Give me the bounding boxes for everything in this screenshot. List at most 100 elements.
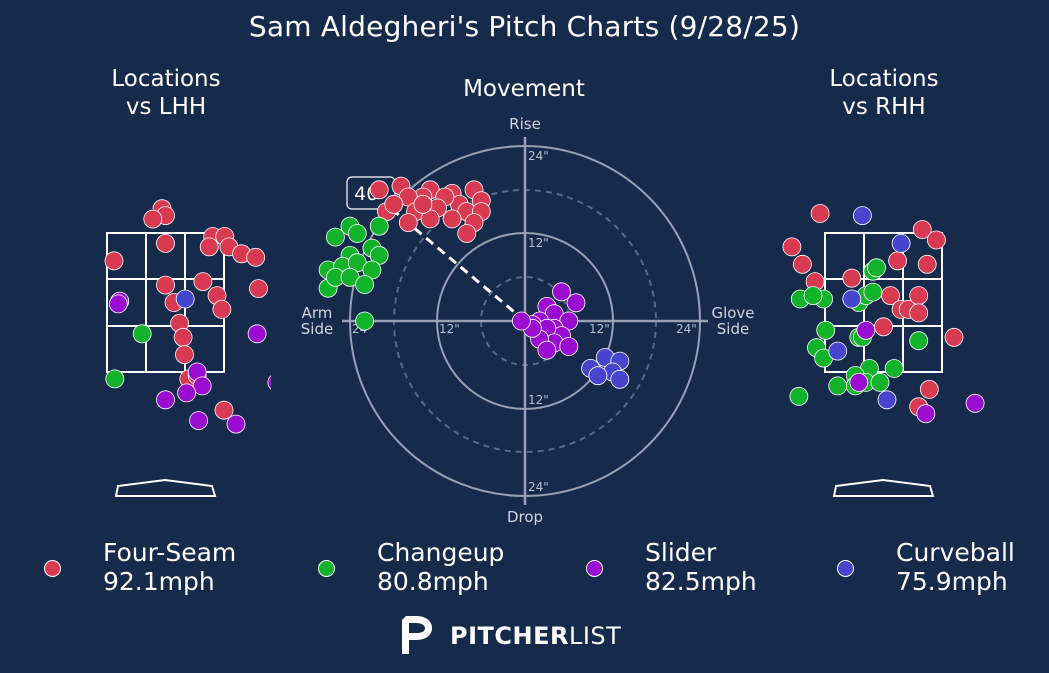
rhh-point-curveball (891, 233, 911, 253)
rhh-point-changeup (909, 331, 929, 351)
ring-label-top-12: 12" (528, 236, 549, 250)
lhh-point-slider (226, 414, 246, 434)
legend-text-curveball: Curveball 75.9mph (896, 538, 1015, 596)
legend-text-slider: Slider 82.5mph (645, 538, 757, 596)
lhh-home-plate (114, 478, 217, 497)
brand-light: LIST (568, 622, 622, 650)
lhh-panel-title: Locations vs LHH (66, 65, 266, 121)
movement-point-changeup (355, 311, 375, 331)
lhh-point-slider (267, 375, 271, 390)
lhh-point-slider (108, 294, 128, 314)
axis-label-arm-side-1: Arm (302, 304, 333, 322)
axis-label-rise: Rise (509, 115, 541, 133)
rhh-point-four-seam (842, 268, 862, 288)
rhh-point-four-seam (909, 303, 929, 323)
rhh-point-changeup (867, 258, 886, 278)
pitcherlist-mark-icon (402, 616, 432, 654)
legend-text-changeup: Changeup 80.8mph (377, 538, 504, 596)
lhh-point-four-seam (199, 237, 219, 257)
rhh-title-line1: Locations (829, 66, 939, 92)
lhh-point-four-seam (104, 251, 124, 271)
movement-point-four-seam (369, 180, 389, 200)
rhh-point-four-seam (909, 286, 929, 306)
lhh-point-four-seam (156, 275, 175, 295)
lhh-point-slider (247, 324, 267, 344)
rhh-title-line2: vs RHH (842, 94, 926, 120)
rhh-point-curveball (853, 206, 872, 226)
rhh-point-slider (849, 372, 869, 392)
pitcherlist-wordmark: PITCHERLIST (450, 622, 621, 650)
lhh-point-four-seam (249, 279, 268, 299)
lhh-point-four-seam (143, 209, 163, 229)
rhh-home-plate (832, 478, 935, 497)
legend-pitch-speed: 75.9mph (896, 567, 1008, 596)
rhh-point-slider (903, 519, 921, 537)
legend-pitch-name: Curveball (896, 538, 1015, 567)
rhh-point-four-seam (810, 204, 830, 223)
ring-label-right-24: 24" (676, 322, 697, 336)
rhh-point-curveball (828, 341, 848, 361)
ring-label-right-12: 12" (589, 322, 610, 336)
rhh-point-changeup (789, 386, 809, 406)
ring-label-left-12: 12" (439, 322, 460, 336)
rhh-point-four-seam (927, 230, 946, 250)
rhh-point-changeup (803, 286, 823, 306)
movement-point-changeup (355, 275, 375, 294)
movement-panel-title: Movement (463, 76, 585, 102)
rhh-point-changeup (828, 376, 848, 396)
rhh-panel-title: Locations vs RHH (784, 65, 984, 121)
rhh-point-four-seam (917, 254, 937, 274)
legend-pitch-speed: 82.5mph (645, 567, 757, 596)
movement-point-slider (512, 311, 531, 331)
movement-point-slider (552, 282, 571, 302)
movement-point-curveball (610, 369, 630, 389)
ring-label-bottom-24: 24" (528, 480, 549, 494)
rhh-point-curveball (877, 390, 897, 410)
movement-point-four-seam (413, 194, 433, 214)
rhh-point-four-seam (912, 220, 932, 239)
lhh-point-four-seam (214, 400, 234, 420)
lhh-title-line2: vs LHH (125, 94, 207, 120)
axis-label-drop: Drop (507, 508, 543, 526)
lhh-point-four-seam (156, 233, 175, 253)
rhh-point-slider (965, 393, 985, 413)
lhh-point-four-seam (175, 345, 194, 365)
movement-point-slider (566, 293, 586, 313)
movement-point-four-seam (457, 224, 477, 243)
movement-point-four-seam (384, 194, 404, 214)
rhh-point-changeup (816, 320, 836, 340)
movement-point-slider (559, 337, 579, 356)
lhh-point-four-seam (212, 299, 232, 319)
rhh-point-four-seam (782, 237, 802, 257)
lhh-point-four-seam (193, 272, 213, 292)
legend-dot-curveball (837, 560, 854, 577)
pitcherlist-logo: PITCHERLIST (398, 612, 638, 656)
lhh-point-slider (156, 390, 175, 410)
legend-pitch-speed: 80.8mph (377, 567, 489, 596)
lhh-point-four-seam (173, 327, 193, 347)
axis-label-arm-side-2: Side (301, 320, 333, 338)
rhh-point-four-seam (874, 317, 893, 337)
rhh-point-changeup (884, 359, 904, 378)
lhh-point-slider (192, 376, 212, 396)
rhh-points (782, 204, 985, 537)
rhh-point-slider (916, 404, 936, 424)
legend-pitch-speed: 92.1mph (103, 567, 215, 596)
axis-label-glove-side-1: Glove (711, 304, 754, 322)
movement-point-slider (537, 340, 557, 360)
lhh-point-slider (177, 383, 197, 403)
legend-pitch-name: Changeup (377, 538, 505, 567)
lhh-point-four-seam (246, 247, 266, 267)
chart-title: Sam Aldegheri's Pitch Charts (9/28/25) (248, 10, 801, 43)
brand-bold: PITCHER (450, 622, 569, 650)
lhh-point-slider (172, 519, 190, 537)
lhh-point-slider (189, 411, 209, 431)
axis-label-glove-side-2: Side (717, 320, 749, 338)
movement-point-changeup (369, 216, 389, 236)
lhh-point-curveball (175, 289, 195, 309)
rhh-point-four-seam (793, 254, 812, 274)
movement-point-curveball (588, 366, 608, 386)
legend-dot-four-seam (44, 560, 61, 577)
movement-points (318, 176, 630, 389)
